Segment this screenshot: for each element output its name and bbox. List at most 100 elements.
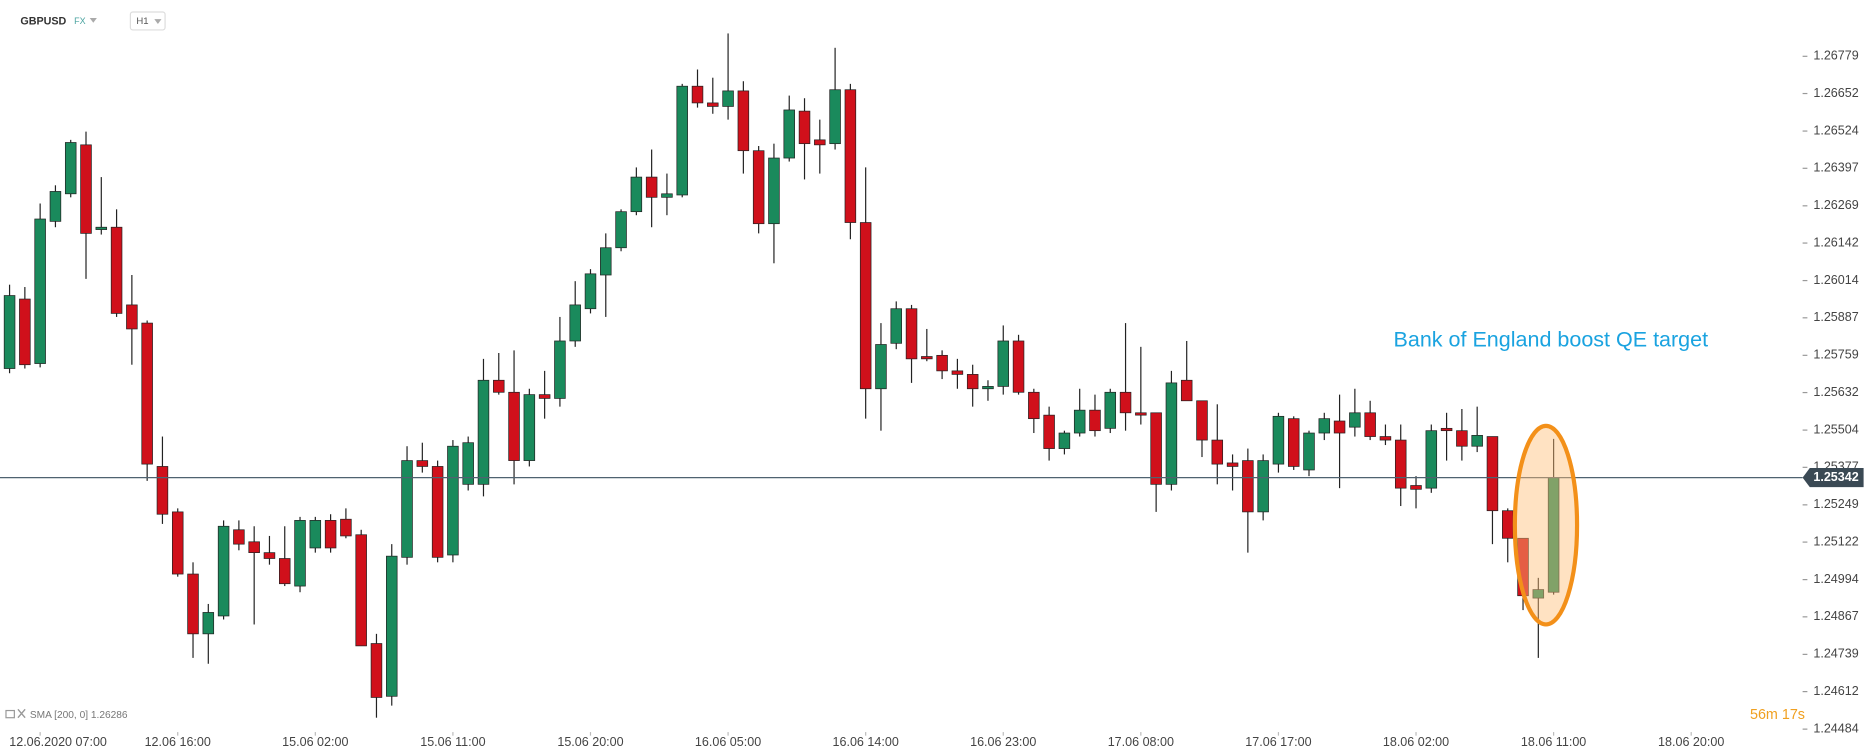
candle-body — [156, 466, 169, 515]
timeframe[interactable]: H1 — [136, 16, 148, 27]
y-tick-label: 1.25887 — [1813, 310, 1858, 324]
candle-body — [615, 211, 627, 249]
y-tick-label: 1.26014 — [1813, 273, 1858, 287]
y-tick-label: 1.25632 — [1813, 385, 1858, 399]
x-tick-label: 18.06 20:00 — [1658, 735, 1724, 749]
x-tick-label: 15.06 11:00 — [420, 735, 485, 749]
candle-body — [340, 518, 352, 537]
candle-body — [386, 555, 398, 697]
candle-body — [1196, 400, 1208, 441]
candle-body — [263, 552, 276, 559]
candle-body — [202, 612, 215, 635]
candle-body — [1043, 414, 1055, 449]
candle-body — [1364, 412, 1376, 437]
candle-body — [1012, 340, 1025, 393]
indicator-label: SMA [200, 0] 1.26286 — [30, 710, 128, 721]
candle-body — [1211, 439, 1224, 465]
candle-body — [783, 109, 795, 159]
y-tick-label: 1.24994 — [1813, 572, 1858, 586]
indicator-icon[interactable] — [5, 709, 15, 719]
candle-body — [1058, 432, 1071, 449]
candle-body — [722, 90, 734, 107]
candle-body — [80, 144, 92, 234]
candle-body — [110, 226, 123, 314]
y-tick-label: 1.24739 — [1813, 647, 1858, 661]
candle-body — [1349, 412, 1361, 428]
candle-body — [997, 340, 1009, 387]
candle-body — [752, 150, 765, 225]
annotation: Bank of England boost QE target — [1394, 328, 1709, 352]
x-tick-label: 16.06 23:00 — [970, 735, 1036, 749]
candle-body — [554, 340, 566, 399]
x-tick-label: 15.06 20:00 — [557, 735, 623, 749]
candle-body — [1410, 485, 1422, 490]
candle-body — [1440, 427, 1453, 432]
candle-body — [1333, 420, 1346, 434]
plot-area: 1.26779 1.26652 1.26524 1.26397 1.26269 1.261… — [0, 33, 1864, 749]
candle-body — [19, 298, 31, 366]
market: FX — [74, 16, 85, 26]
current-price-label: 1.25342 — [1813, 470, 1858, 484]
symbol[interactable]: GBPUSD — [20, 15, 66, 27]
candle-body — [890, 308, 902, 344]
candle-body — [584, 273, 597, 310]
dropdown-arrow[interactable] — [154, 19, 162, 24]
timeframe-box[interactable] — [129, 11, 166, 31]
candle-body — [1318, 418, 1331, 434]
y-tick-label: 1.25759 — [1813, 348, 1858, 362]
candle-body — [233, 529, 245, 545]
indicator-close[interactable] — [17, 708, 26, 719]
candle-body — [294, 520, 306, 587]
candle-body — [661, 193, 673, 198]
candle-body — [370, 643, 383, 698]
candle-body — [707, 102, 719, 107]
candle-body — [447, 445, 459, 556]
candle-body — [1028, 391, 1040, 420]
candle-body — [982, 386, 994, 390]
candle-body — [508, 391, 520, 461]
candle-body — [1471, 435, 1483, 447]
candle-body — [217, 525, 230, 617]
candle-body — [798, 110, 811, 145]
candle-body — [1073, 409, 1086, 434]
candle-body — [279, 558, 291, 585]
candle-body — [859, 222, 872, 390]
candle-body — [569, 304, 581, 342]
candle-body — [1119, 391, 1132, 414]
candle-body — [309, 520, 322, 549]
candle-body — [951, 370, 964, 375]
candle-body — [691, 85, 704, 104]
dropdown-arrow[interactable] — [89, 17, 97, 23]
candle-body — [1532, 589, 1545, 599]
candle-body — [171, 511, 184, 575]
y-tick-label: 1.26779 — [1813, 49, 1858, 63]
candle-body — [1394, 439, 1407, 489]
candle-body — [126, 304, 138, 330]
candle-body — [462, 442, 474, 485]
y-tick-label: 1.25249 — [1813, 497, 1858, 511]
candle-body — [401, 460, 413, 558]
candle-timer: 56m 17s — [1750, 707, 1805, 723]
candle-body — [737, 90, 750, 152]
x-tick-label: 18.06 02:00 — [1383, 735, 1449, 749]
x-tick-label: 16.06 14:00 — [833, 735, 899, 749]
candle-body — [1257, 460, 1269, 513]
x-tick-label: 12.06 16:00 — [145, 735, 211, 749]
candle-body — [3, 295, 16, 369]
y-tick-label: 1.24612 — [1813, 684, 1858, 698]
y-tick-label: 1.25504 — [1813, 422, 1858, 436]
candle-body — [768, 157, 780, 225]
candle-body — [416, 460, 429, 467]
candle-body — [324, 520, 337, 549]
candle-body — [921, 356, 933, 360]
current-price-tag — [1802, 468, 1864, 488]
candle-body — [248, 541, 260, 554]
candle-body — [493, 379, 505, 393]
candle-body — [844, 89, 857, 223]
candle-body — [1089, 409, 1101, 432]
y-tick-label: 1.24867 — [1813, 609, 1858, 623]
x-tick-label: 16.06 05:00 — [695, 735, 761, 749]
candle-body — [814, 139, 826, 146]
candle-body — [1287, 418, 1300, 467]
